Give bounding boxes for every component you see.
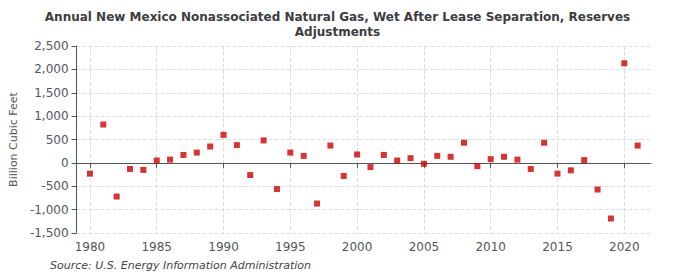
svg-text:2005: 2005 [409,240,440,254]
svg-text:2015: 2015 [542,240,573,254]
svg-text:Billion Cubic Feet: Billion Cubic Feet [7,91,20,186]
svg-text:0: 0 [61,156,69,170]
svg-text:2,000: 2,000 [34,62,68,76]
svg-text:1990: 1990 [208,240,239,254]
svg-text:Source: U.S. Energy Informatio: Source: U.S. Energy Information Administ… [50,259,311,272]
svg-text:1995: 1995 [275,240,306,254]
svg-text:500: 500 [46,133,69,147]
svg-text:1,500: 1,500 [34,86,68,100]
svg-text:2,500: 2,500 [34,39,68,53]
svg-text:-500: -500 [41,179,68,193]
svg-text:Annual New Mexico Nonassociate: Annual New Mexico Nonassociated Natural … [45,10,630,24]
svg-text:1,000: 1,000 [34,109,68,123]
svg-text:-1,000: -1,000 [30,203,69,217]
svg-text:2010: 2010 [475,240,506,254]
svg-text:-1,500: -1,500 [30,226,69,240]
svg-text:Adjustments: Adjustments [295,25,380,39]
svg-text:2020: 2020 [609,240,640,254]
svg-text:1985: 1985 [141,240,172,254]
svg-text:2000: 2000 [342,240,373,254]
svg-text:1980: 1980 [75,240,106,254]
